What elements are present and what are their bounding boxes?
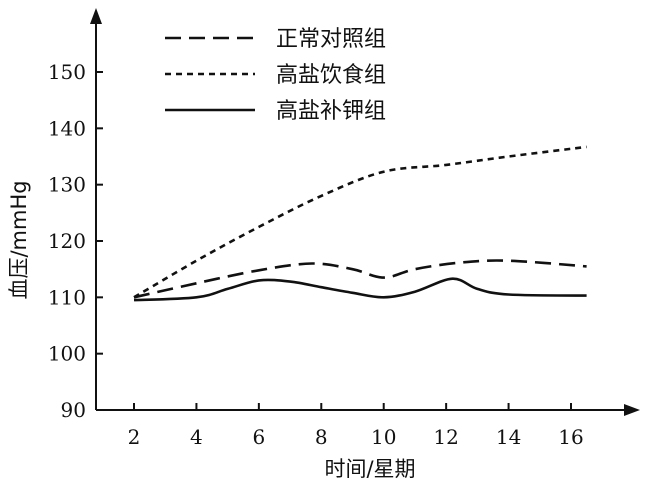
series-line-1: [133, 259, 587, 299]
series-line-2: [133, 145, 587, 299]
legend-label-1: 正常对照组: [276, 27, 386, 52]
y-tick-label-140: 140: [48, 116, 86, 140]
x-ticks: 2 4 6 8 10 12 14 16: [128, 403, 584, 449]
x-tick-label-12: 12: [433, 425, 458, 449]
y-ticks: 90 100 110 120 130 140 150: [48, 60, 103, 422]
y-tick-label-120: 120: [48, 229, 86, 253]
y-tick-label-130: 130: [48, 173, 86, 197]
axes: [90, 8, 640, 416]
x-tick-label-8: 8: [315, 425, 328, 449]
series-line-3: [133, 277, 587, 302]
x-axis-label: 时间/星期: [324, 457, 415, 481]
x-tick-label-14: 14: [496, 425, 521, 449]
x-tick-label-2: 2: [128, 425, 141, 449]
x-tick-label-16: 16: [558, 425, 583, 449]
y-tick-label-110: 110: [48, 285, 86, 309]
y-tick-label-100: 100: [48, 342, 86, 366]
x-axis-arrow: [624, 404, 640, 416]
x-tick-label-4: 4: [190, 425, 203, 449]
y-axis-arrow: [90, 8, 102, 24]
series-lines: [133, 145, 587, 302]
y-tick-label-150: 150: [48, 60, 86, 84]
x-tick-label-10: 10: [371, 425, 396, 449]
y-tick-label-90: 90: [61, 398, 86, 422]
y-axis-label: 血压/mmHg: [7, 180, 31, 299]
x-tick-label-6: 6: [252, 425, 265, 449]
legend-label-2: 高盐饮食组: [276, 63, 386, 88]
legend-label-3: 高盐补钾组: [276, 99, 386, 124]
